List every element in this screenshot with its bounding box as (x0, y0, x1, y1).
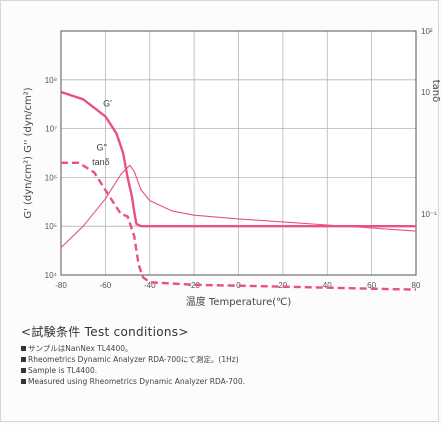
series-label: tanδ (92, 157, 110, 167)
x-tick-label: -20 (188, 281, 200, 290)
series-line (60, 90, 416, 228)
test-conditions: <試験条件 Test conditions> サンプルはNanNex TL440… (21, 323, 431, 387)
y-left-tick-label: 10⁷ (45, 125, 57, 134)
series-label: G'' (97, 143, 108, 153)
series-label: G' (103, 99, 112, 109)
y-right-tick-label: 10² (421, 27, 433, 36)
series-line (60, 164, 417, 248)
condition-line: サンプルはNanNex TL4400。 (21, 343, 431, 354)
y-left-tick-label: 10⁸ (45, 76, 57, 85)
condition-text: Rheometrics Dynamic Analyzer RDA-700にて測定… (28, 355, 239, 364)
series-line (61, 161, 417, 291)
bullet-icon (21, 379, 26, 384)
y-right-tick-label: 10 (421, 88, 430, 97)
y-left-tick-label: 10⁵ (45, 222, 57, 231)
rheology-chart: -80 -60 -40 -20 0 20 40 60 8010⁸10⁷10⁶10⁵10⁴10²1… (23, 27, 441, 308)
y-left-tick-label: 10⁶ (45, 173, 57, 182)
condition-text: サンプルはNanNex TL4400。 (28, 344, 133, 353)
x-tick-label: 40 (323, 281, 332, 290)
condition-line: Sample is TL4400. (21, 365, 431, 376)
x-tick-label: -40 (144, 281, 156, 290)
x-tick-label: 20 (278, 281, 287, 290)
x-tick-label: 80 (412, 281, 421, 290)
bullet-icon (21, 357, 26, 362)
x-tick-label: 60 (367, 281, 376, 290)
condition-text: Measured using Rheometrics Dynamic Analy… (28, 377, 245, 386)
condition-text: Sample is TL4400. (28, 366, 98, 375)
plot-frame (60, 30, 417, 276)
x-axis-title: 温度 Temperature(℃) (186, 295, 292, 308)
y-right-tick-label: 10⁻¹ (421, 210, 437, 219)
x-tick-label: -80 (55, 281, 67, 290)
y-right-axis-title: tanδ (430, 80, 441, 103)
condition-line: Rheometrics Dynamic Analyzer RDA-700にて測定… (21, 354, 431, 365)
bullet-icon (21, 368, 26, 373)
condition-line: Measured using Rheometrics Dynamic Analy… (21, 376, 431, 387)
bullet-icon (21, 346, 26, 351)
x-tick-label: -60 (100, 281, 112, 290)
conditions-title: <試験条件 Test conditions> (21, 325, 189, 339)
y-left-tick-label: 10⁴ (45, 271, 58, 280)
y-left-axis-title: G' (dyn/cm²) G'' (dyn/cm²) (23, 87, 34, 218)
